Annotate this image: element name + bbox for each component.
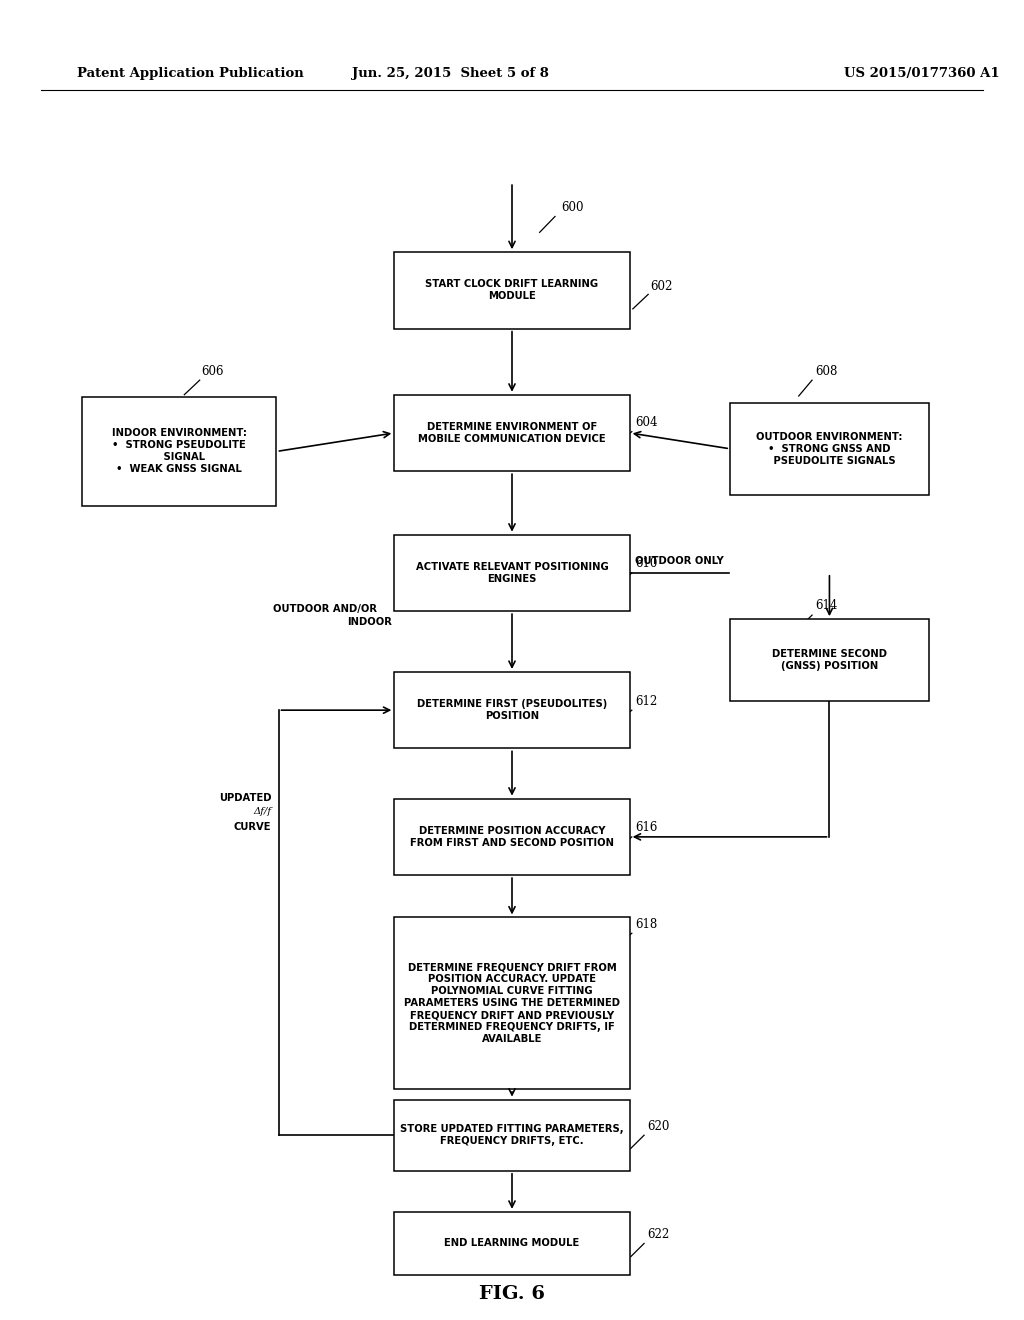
FancyBboxPatch shape xyxy=(394,535,630,611)
Text: 616: 616 xyxy=(635,821,657,834)
Text: OUTDOOR AND/OR: OUTDOOR AND/OR xyxy=(272,603,377,614)
FancyBboxPatch shape xyxy=(394,672,630,748)
Text: CURVE: CURVE xyxy=(233,821,271,832)
FancyBboxPatch shape xyxy=(82,397,276,506)
FancyBboxPatch shape xyxy=(394,799,630,875)
Text: 620: 620 xyxy=(647,1119,670,1133)
Text: 600: 600 xyxy=(561,201,584,214)
Text: 608: 608 xyxy=(815,364,838,378)
FancyBboxPatch shape xyxy=(729,619,930,701)
Text: DETERMINE POSITION ACCURACY
FROM FIRST AND SECOND POSITION: DETERMINE POSITION ACCURACY FROM FIRST A… xyxy=(410,826,614,847)
Text: 618: 618 xyxy=(635,917,657,931)
Text: DETERMINE SECOND
(GNSS) POSITION: DETERMINE SECOND (GNSS) POSITION xyxy=(772,649,887,671)
Text: END LEARNING MODULE: END LEARNING MODULE xyxy=(444,1238,580,1249)
Text: DETERMINE FIRST (PSEUDOLITES)
POSITION: DETERMINE FIRST (PSEUDOLITES) POSITION xyxy=(417,700,607,721)
Text: START CLOCK DRIFT LEARNING
MODULE: START CLOCK DRIFT LEARNING MODULE xyxy=(425,280,599,301)
Text: OUTDOOR ENVIRONMENT:
•  STRONG GNSS AND
   PSEUDOLITE SIGNALS: OUTDOOR ENVIRONMENT: • STRONG GNSS AND P… xyxy=(756,432,903,466)
FancyBboxPatch shape xyxy=(394,1212,630,1275)
Text: 602: 602 xyxy=(650,280,673,293)
Text: Δf/f: Δf/f xyxy=(253,807,271,816)
Text: FIG. 6: FIG. 6 xyxy=(479,1284,545,1303)
Text: UPDATED: UPDATED xyxy=(219,792,271,803)
Text: 610: 610 xyxy=(635,557,657,570)
Text: STORE UPDATED FITTING PARAMETERS,
FREQUENCY DRIFTS, ETC.: STORE UPDATED FITTING PARAMETERS, FREQUE… xyxy=(400,1125,624,1146)
Text: 622: 622 xyxy=(647,1228,670,1241)
Text: INDOOR: INDOOR xyxy=(347,616,392,627)
Text: 604: 604 xyxy=(635,416,657,429)
FancyBboxPatch shape xyxy=(394,1100,630,1171)
FancyBboxPatch shape xyxy=(394,917,630,1089)
Text: Patent Application Publication: Patent Application Publication xyxy=(77,67,303,81)
Text: ACTIVATE RELEVANT POSITIONING
ENGINES: ACTIVATE RELEVANT POSITIONING ENGINES xyxy=(416,562,608,583)
Text: 614: 614 xyxy=(815,599,838,612)
Text: DETERMINE FREQUENCY DRIFT FROM
POSITION ACCURACY. UPDATE
POLYNOMIAL CURVE FITTIN: DETERMINE FREQUENCY DRIFT FROM POSITION … xyxy=(404,962,620,1044)
FancyBboxPatch shape xyxy=(394,252,630,329)
Text: US 2015/0177360 A1: US 2015/0177360 A1 xyxy=(844,67,999,81)
FancyBboxPatch shape xyxy=(729,403,930,495)
FancyBboxPatch shape xyxy=(394,395,630,471)
Text: OUTDOOR ONLY: OUTDOOR ONLY xyxy=(635,556,724,566)
Text: INDOOR ENVIRONMENT:
•  STRONG PSEUDOLITE
   SIGNAL
•  WEAK GNSS SIGNAL: INDOOR ENVIRONMENT: • STRONG PSEUDOLITE … xyxy=(112,429,247,474)
Text: 612: 612 xyxy=(635,694,657,708)
Text: Jun. 25, 2015  Sheet 5 of 8: Jun. 25, 2015 Sheet 5 of 8 xyxy=(352,67,549,81)
Text: DETERMINE ENVIRONMENT OF
MOBILE COMMUNICATION DEVICE: DETERMINE ENVIRONMENT OF MOBILE COMMUNIC… xyxy=(418,422,606,444)
Text: 606: 606 xyxy=(202,364,224,378)
